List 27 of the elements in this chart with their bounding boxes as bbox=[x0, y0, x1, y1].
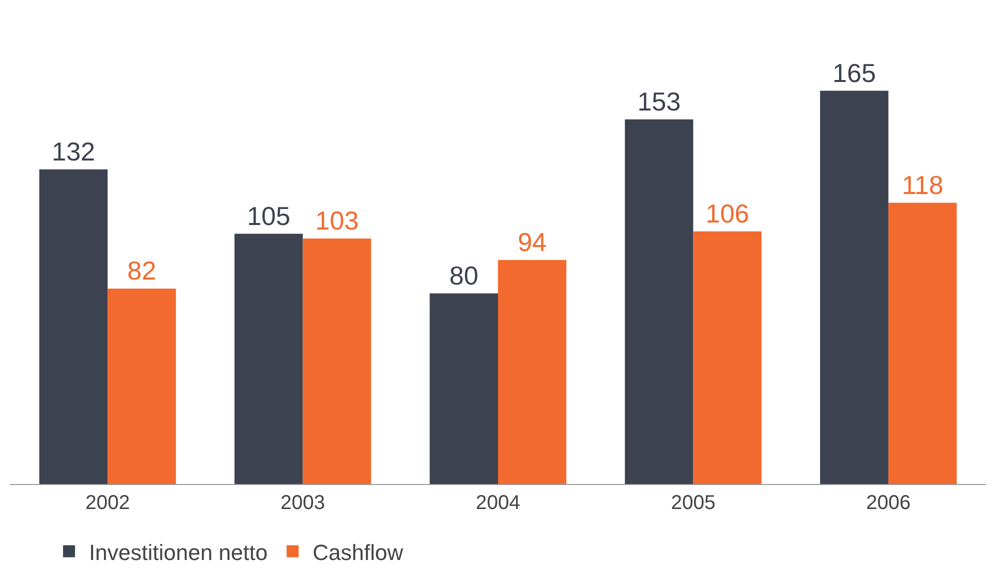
legend-label: Investitionen netto bbox=[89, 540, 268, 565]
data-label: 105 bbox=[246, 200, 290, 231]
data-label: 165 bbox=[832, 58, 876, 88]
x-tick-label: 2004 bbox=[476, 492, 520, 514]
x-tick-label: 2006 bbox=[866, 492, 911, 514]
data-label: 80 bbox=[449, 260, 478, 290]
legend-label: Cashflow bbox=[312, 540, 404, 565]
bar bbox=[820, 90, 888, 484]
bar bbox=[693, 231, 762, 484]
x-tick-label: 2002 bbox=[85, 492, 130, 514]
bar bbox=[430, 293, 498, 484]
data-label: 94 bbox=[518, 226, 547, 257]
data-label: 106 bbox=[706, 198, 750, 228]
data-label: 82 bbox=[127, 256, 156, 286]
data-label: 132 bbox=[52, 136, 96, 166]
x-tick-label: 2003 bbox=[280, 492, 326, 514]
bar bbox=[39, 169, 108, 484]
bar bbox=[624, 119, 694, 484]
x-tick-label: 2005 bbox=[670, 492, 716, 514]
bar bbox=[498, 260, 566, 484]
data-label: 103 bbox=[315, 206, 359, 236]
bar bbox=[234, 234, 303, 484]
bar bbox=[302, 238, 372, 484]
bar bbox=[108, 288, 176, 484]
data-label: 118 bbox=[902, 170, 944, 200]
bar bbox=[888, 202, 957, 484]
data-label: 153 bbox=[637, 86, 681, 116]
